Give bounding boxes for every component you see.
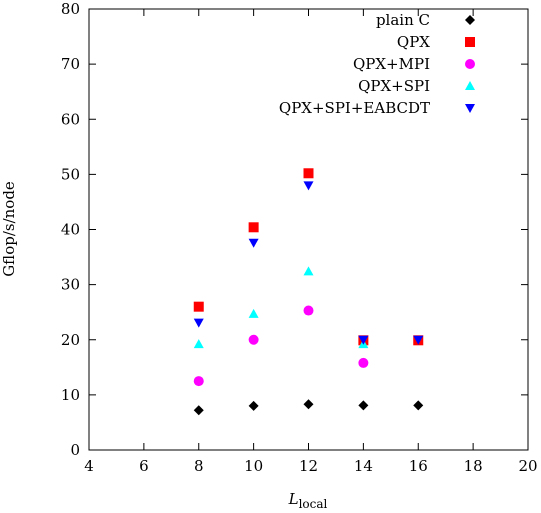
y-tick-label: 60: [61, 110, 80, 128]
legend-marker: [465, 104, 475, 113]
legend-label: plain C: [376, 11, 430, 29]
legend-marker: [465, 37, 475, 47]
axis-ticks: [88, 8, 529, 451]
data-point: [193, 405, 204, 416]
y-tick-label: 80: [61, 0, 80, 18]
series-1: [193, 168, 424, 346]
data-points: [193, 168, 424, 416]
legend-label: QPX+SPI+EABCDT: [279, 99, 430, 117]
data-point: [193, 318, 204, 328]
data-point: [248, 400, 259, 411]
series-3: [193, 266, 369, 349]
legend-label: QPX+MPI: [353, 55, 430, 73]
legend: plain C QPX QPX+MPI QPX+SPI QPX+SPI+EABCDT: [279, 11, 475, 117]
y-tick-label: 30: [61, 276, 80, 294]
legend-label: QPX: [397, 33, 430, 51]
data-point: [413, 400, 424, 411]
series-2: [193, 305, 369, 387]
data-point: [303, 168, 314, 179]
data-point: [303, 181, 314, 191]
legend-marker: [465, 59, 475, 69]
x-tick-label: 14: [354, 457, 373, 475]
y-tick-label: 50: [61, 165, 80, 183]
data-point: [358, 357, 369, 368]
x-tick-label: 6: [139, 457, 149, 475]
series-0: [193, 399, 424, 416]
x-axis-label-subscript: local: [299, 497, 328, 511]
y-tick-label: 40: [61, 221, 80, 239]
x-tick-label: 10: [244, 457, 263, 475]
data-point: [193, 339, 204, 349]
data-point: [248, 334, 259, 345]
data-point: [248, 238, 259, 248]
data-point: [303, 305, 314, 316]
x-axis-label-main: L: [288, 490, 299, 508]
x-tick-label: 12: [299, 457, 318, 475]
data-point: [193, 301, 204, 312]
data-point: [248, 308, 259, 318]
axis-tick-labels: 4 6 8 10 12 14 16 18 20 0 10 20 30 40 50 60 70 80: [61, 0, 538, 475]
y-tick-label: 20: [61, 331, 80, 349]
x-tick-label: 18: [464, 457, 483, 475]
data-point: [303, 266, 314, 276]
x-tick-label: 8: [194, 457, 204, 475]
data-point: [193, 376, 204, 387]
legend-marker: [465, 15, 475, 25]
x-tick-label: 20: [518, 457, 537, 475]
series-4: [193, 181, 424, 345]
data-point: [413, 335, 424, 345]
y-tick-label: 70: [61, 55, 80, 73]
x-tick-label: 16: [409, 457, 428, 475]
plot-frame: [88, 8, 529, 451]
y-axis-label: Gflop/s/node: [0, 181, 18, 277]
data-point: [303, 399, 314, 410]
data-point: [358, 335, 369, 345]
x-axis-label: Llocal: [288, 490, 328, 511]
y-tick-label: 10: [61, 386, 80, 404]
data-point: [248, 222, 259, 233]
y-tick-label: 0: [70, 441, 80, 459]
x-tick-label: 4: [84, 457, 94, 475]
legend-marker: [465, 81, 475, 90]
legend-label: QPX+SPI: [358, 77, 430, 95]
data-point: [358, 400, 369, 411]
